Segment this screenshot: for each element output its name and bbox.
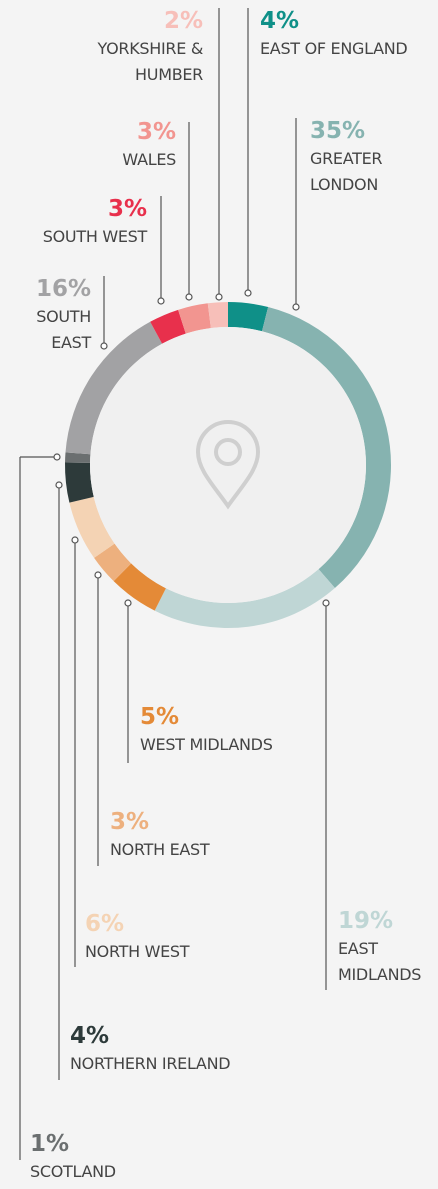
leader-dot bbox=[71, 536, 79, 544]
leader-dot bbox=[185, 293, 193, 301]
percent-label: 5% bbox=[140, 704, 180, 730]
leader-dot bbox=[94, 571, 102, 579]
region-label: NORTH WEST bbox=[85, 942, 190, 961]
percent-label: 2% bbox=[163, 8, 203, 34]
leader-dot bbox=[124, 599, 132, 607]
percent-label: 3% bbox=[107, 196, 147, 222]
donut-slice bbox=[150, 309, 186, 344]
percent-label: 4% bbox=[260, 8, 300, 34]
leader-dot bbox=[157, 297, 165, 305]
region-label: WEST MIDLANDS bbox=[140, 735, 273, 754]
donut-slice bbox=[207, 302, 228, 329]
region-label: YORKSHIRE & HUMBER bbox=[97, 39, 204, 84]
percent-label: 16% bbox=[35, 276, 91, 302]
donut-slice bbox=[113, 563, 166, 611]
region-label: WALES bbox=[122, 150, 176, 169]
leader-dot bbox=[292, 303, 300, 311]
donut-slice bbox=[65, 321, 163, 455]
leader-dot bbox=[100, 342, 108, 350]
region-label: SCOTLAND bbox=[30, 1162, 116, 1181]
percent-label: 3% bbox=[110, 809, 150, 835]
percent-label: 19% bbox=[338, 908, 394, 934]
leader-dot bbox=[55, 481, 63, 489]
region-label: EAST MIDLANDS bbox=[338, 939, 422, 984]
region-label: NORTHERN IRELAND bbox=[70, 1054, 231, 1073]
percent-label: 35% bbox=[310, 118, 366, 144]
donut-slice bbox=[65, 452, 91, 463]
leader-dot bbox=[322, 599, 330, 607]
location-icon bbox=[195, 420, 261, 510]
donut-slice bbox=[94, 543, 132, 582]
region-label: NORTH EAST bbox=[110, 840, 210, 859]
percent-label: 3% bbox=[136, 119, 176, 145]
region-label: SOUTH EAST bbox=[36, 307, 91, 352]
donut-slice bbox=[154, 569, 335, 628]
region-label: EAST OF ENGLAND bbox=[260, 39, 408, 58]
donut-slice bbox=[65, 462, 94, 503]
donut-slice bbox=[178, 303, 211, 334]
donut-slice bbox=[69, 496, 115, 558]
donut-slice bbox=[228, 302, 269, 332]
leader-dot bbox=[244, 289, 252, 297]
leader-dot bbox=[53, 453, 61, 461]
percent-label: 6% bbox=[85, 911, 125, 937]
leader-dot bbox=[215, 293, 223, 301]
percent-label: 4% bbox=[70, 1023, 110, 1049]
donut-slice bbox=[261, 307, 391, 589]
region-label: GREATER LONDON bbox=[310, 149, 383, 194]
region-label: SOUTH WEST bbox=[42, 227, 148, 246]
percent-label: 1% bbox=[30, 1131, 70, 1157]
